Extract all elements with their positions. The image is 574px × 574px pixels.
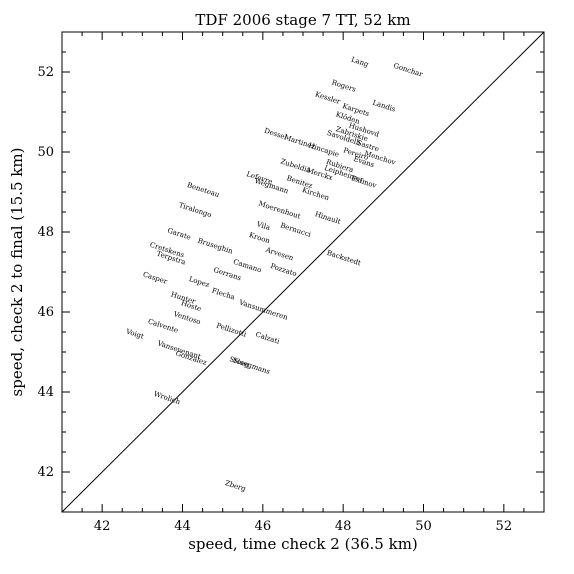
x-tick-label: 50 xyxy=(415,519,432,534)
x-tick-label: 48 xyxy=(335,519,352,534)
data-point-label: Hoste xyxy=(180,299,202,313)
x-axis-label: speed, time check 2 (36.5 km) xyxy=(188,535,418,553)
data-point-label: Garate xyxy=(166,227,192,242)
data-point-label: Lang xyxy=(350,56,370,69)
data-point-label: Rogers xyxy=(331,78,358,93)
chart-title: TDF 2006 stage 7 TT, 52 km xyxy=(195,11,410,29)
y-tick-label: 52 xyxy=(37,65,54,80)
y-tick-label: 42 xyxy=(37,465,54,480)
data-point-label: Voigt xyxy=(124,327,145,341)
identity-line xyxy=(61,31,545,513)
x-tick-label: 52 xyxy=(496,519,513,534)
data-point-label: Kessler xyxy=(314,90,342,106)
data-point-label: Casper xyxy=(142,270,169,286)
data-point-label: Beneteau xyxy=(186,181,221,199)
data-points: Lang GoncharRogersKesslerLandisKarpetsKlö… xyxy=(124,56,424,494)
data-point-label: Flecha xyxy=(211,287,236,302)
y-tick-label: 48 xyxy=(37,225,54,240)
x-tick-label: 42 xyxy=(94,519,111,534)
data-point-label: Tiralongo xyxy=(178,201,213,219)
data-point-label: Moerenhout xyxy=(258,200,302,221)
y-tick-label: 46 xyxy=(37,305,54,320)
data-point-label: Vila xyxy=(255,220,271,232)
data-point-label: Wrolich xyxy=(153,390,182,406)
data-point-label: Kirchen xyxy=(301,186,330,202)
data-point-label: Kroon xyxy=(248,231,271,245)
y-axis-label: speed, check 2 to final (15.5 km) xyxy=(8,148,26,397)
data-point-label: Gonchar xyxy=(392,62,424,79)
data-point-label: Calzati xyxy=(254,330,281,345)
y-tick-label: 50 xyxy=(37,145,54,160)
data-point-label: Sloegmans xyxy=(232,356,272,376)
data-point-label: Bernucci xyxy=(279,221,312,239)
data-point-label: Hinault xyxy=(314,210,342,226)
data-point-label: Vansummeren xyxy=(237,298,289,322)
data-point-label: Hincapie xyxy=(307,141,340,158)
y-tick-label: 44 xyxy=(37,385,54,400)
x-tick-label: 44 xyxy=(174,519,191,534)
data-point-label: Landis xyxy=(371,99,396,114)
data-point-label: Bruseghin xyxy=(197,237,235,256)
x-tick-label: 46 xyxy=(255,519,272,534)
data-point-label: Pellizotti xyxy=(215,321,248,338)
data-point-label: Gerrans xyxy=(212,266,242,283)
data-point-label: Zberg xyxy=(224,479,247,493)
data-point-label: Camano xyxy=(232,258,262,275)
data-point-label: Calvente xyxy=(147,317,179,334)
data-point-label: Backstedt xyxy=(326,249,362,268)
data-point-label: Lopez xyxy=(188,275,211,289)
data-point-label: Arvesen xyxy=(264,246,295,263)
data-point-label: Pozzato xyxy=(269,262,297,278)
axis-ticks: 42 44 46 48 50 52 42 44 46 48 50 52 xyxy=(37,31,545,534)
